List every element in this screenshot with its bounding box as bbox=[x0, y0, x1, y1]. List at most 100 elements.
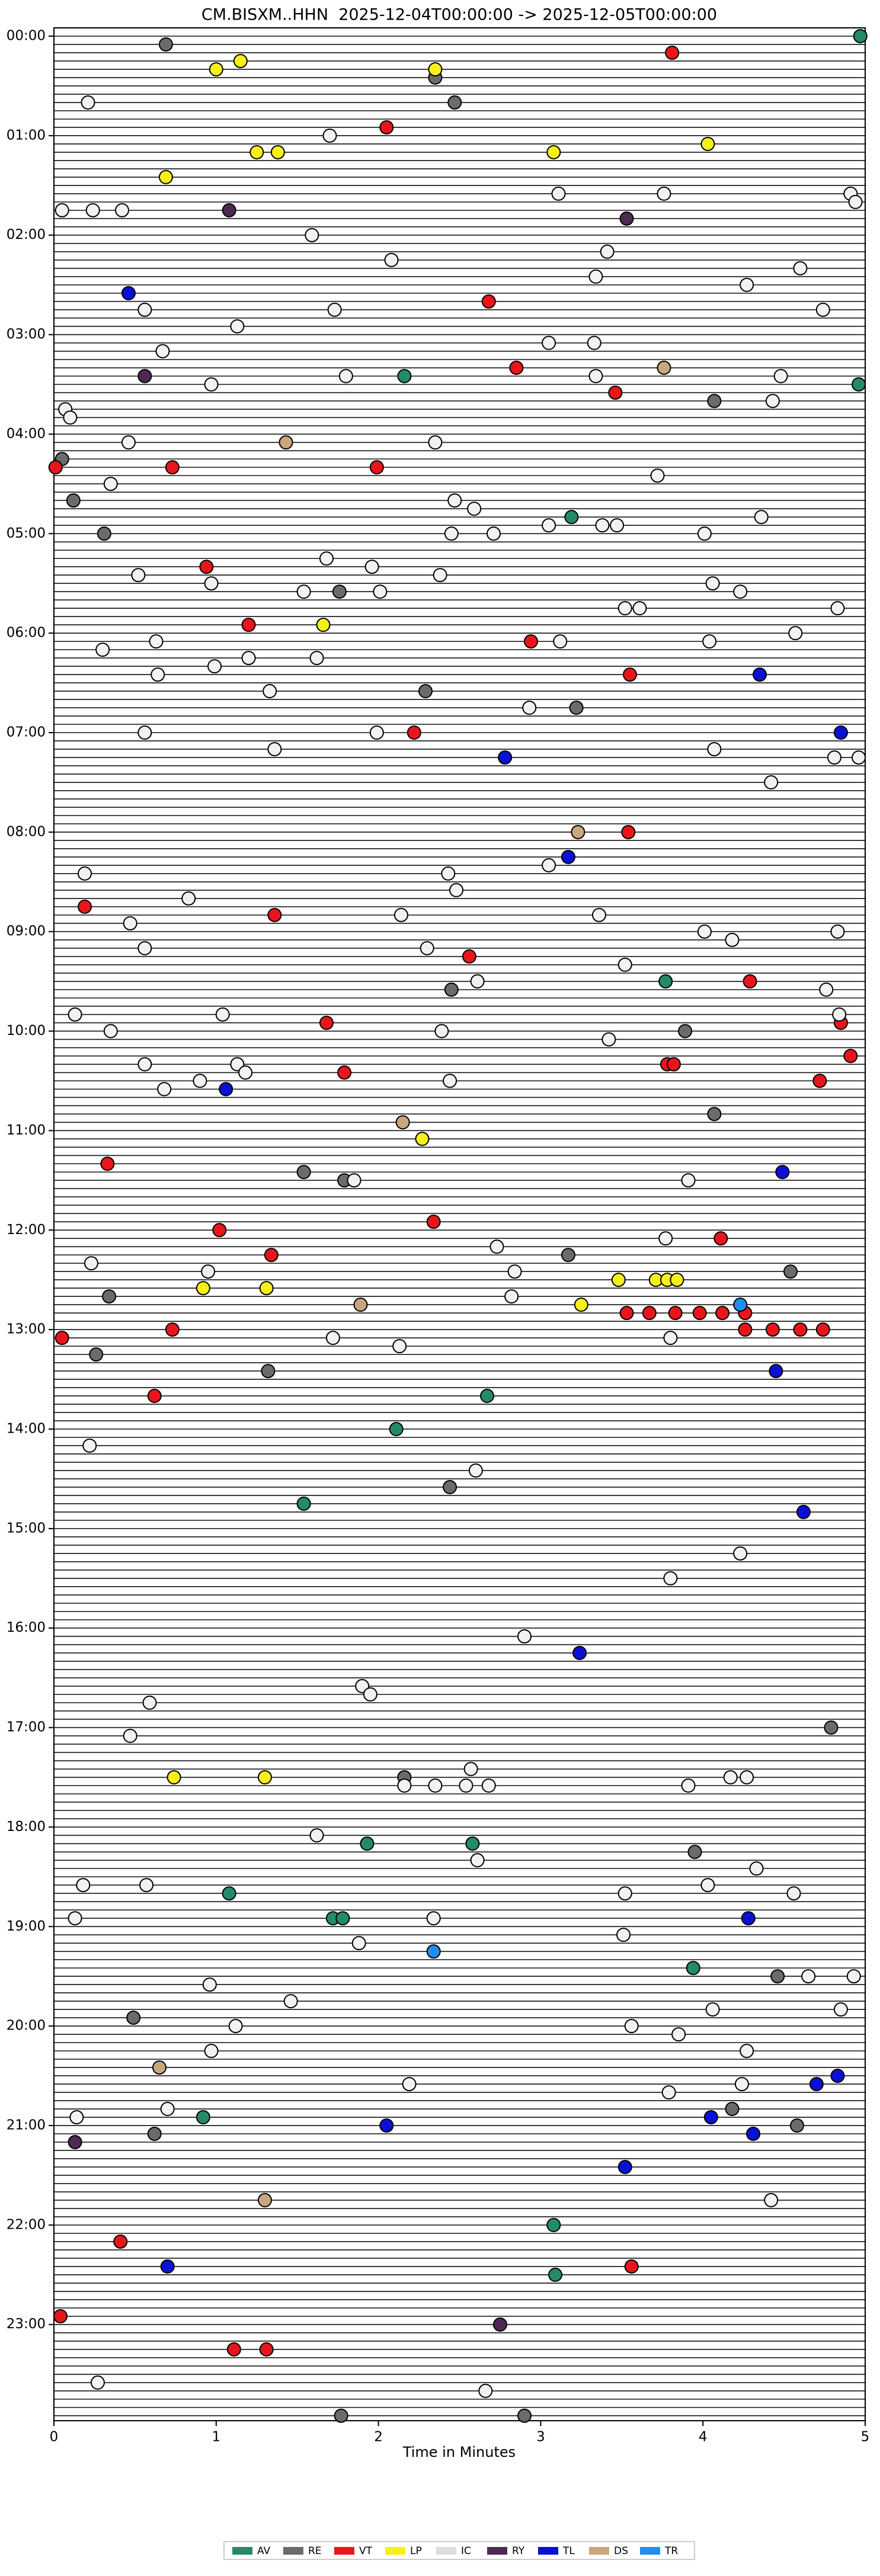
event-marker bbox=[786, 1886, 801, 1901]
event-marker bbox=[815, 1322, 830, 1337]
x-tick-label: 4 bbox=[699, 2430, 708, 2445]
event-marker bbox=[812, 1073, 827, 1088]
event-marker bbox=[123, 1728, 137, 1743]
event-marker bbox=[158, 37, 173, 52]
event-marker bbox=[139, 1878, 154, 1893]
event-marker bbox=[426, 1215, 441, 1229]
series-av bbox=[196, 28, 868, 2282]
event-marker bbox=[827, 750, 841, 765]
event-marker bbox=[616, 1928, 631, 1942]
event-marker bbox=[702, 634, 717, 649]
event-marker bbox=[657, 186, 671, 201]
event-marker bbox=[82, 1438, 97, 1453]
event-marker bbox=[462, 949, 476, 964]
event-marker bbox=[697, 526, 712, 541]
y-tick-label: 15:00 bbox=[7, 1520, 46, 1536]
event-marker bbox=[90, 2375, 105, 2390]
plot-frame bbox=[53, 27, 866, 2421]
event-marker bbox=[89, 1347, 104, 1362]
event-marker bbox=[76, 1878, 91, 1893]
event-marker bbox=[681, 1173, 696, 1188]
event-marker bbox=[259, 2342, 274, 2357]
event-marker bbox=[196, 2110, 210, 2125]
event-marker bbox=[126, 2011, 141, 2025]
y-tick-label: 05:00 bbox=[7, 526, 46, 541]
event-marker bbox=[753, 667, 767, 682]
event-marker bbox=[121, 286, 136, 301]
event-marker bbox=[160, 2259, 175, 2274]
legend-label: VT bbox=[359, 2545, 373, 2557]
event-marker bbox=[542, 858, 556, 872]
event-marker bbox=[632, 601, 647, 616]
event-marker bbox=[157, 1082, 172, 1097]
event-marker bbox=[608, 385, 623, 400]
event-marker bbox=[801, 1969, 816, 1984]
y-tick-label: 12:00 bbox=[7, 1222, 46, 1238]
x-tick-label: 3 bbox=[536, 2430, 545, 2445]
event-marker bbox=[219, 1082, 233, 1097]
event-marker bbox=[257, 1770, 272, 1785]
event-marker bbox=[769, 1364, 783, 1379]
event-marker bbox=[102, 1289, 117, 1304]
event-marker bbox=[420, 941, 434, 955]
event-marker bbox=[222, 1886, 236, 1901]
y-tick-label: 20:00 bbox=[7, 2018, 46, 2034]
event-marker bbox=[53, 2309, 68, 2323]
event-marker bbox=[595, 518, 610, 533]
event-marker bbox=[137, 1057, 152, 1072]
event-marker bbox=[542, 518, 556, 533]
event-marker bbox=[316, 618, 331, 632]
event-marker bbox=[775, 1165, 790, 1180]
event-marker bbox=[305, 228, 319, 242]
event-marker bbox=[81, 95, 95, 110]
event-marker bbox=[373, 584, 388, 599]
y-tick-label: 10:00 bbox=[7, 1023, 46, 1038]
event-marker bbox=[397, 369, 412, 383]
event-marker bbox=[790, 2118, 805, 2133]
event-marker bbox=[241, 618, 256, 632]
event-marker bbox=[848, 194, 863, 209]
y-tick-label: 14:00 bbox=[7, 1421, 46, 1437]
event-marker bbox=[773, 369, 788, 383]
event-marker bbox=[700, 1878, 715, 1893]
event-marker bbox=[481, 294, 496, 309]
event-marker bbox=[571, 824, 585, 839]
y-tick-label: 08:00 bbox=[7, 824, 46, 839]
event-marker bbox=[492, 2317, 507, 2332]
event-marker bbox=[546, 2217, 561, 2232]
event-marker bbox=[123, 916, 137, 931]
event-marker bbox=[705, 576, 720, 591]
legend-label: LP bbox=[410, 2545, 422, 2557]
event-marker bbox=[209, 62, 223, 76]
event-marker bbox=[226, 2342, 241, 2357]
event-marker bbox=[261, 1364, 276, 1379]
event-marker bbox=[723, 1770, 738, 1785]
event-marker bbox=[622, 667, 637, 682]
event-marker bbox=[833, 2002, 848, 2017]
event-marker bbox=[619, 211, 634, 226]
event-marker bbox=[369, 725, 384, 740]
event-marker bbox=[671, 2027, 686, 2042]
event-marker bbox=[407, 725, 421, 740]
event-marker bbox=[379, 120, 394, 135]
event-marker bbox=[574, 1297, 588, 1312]
event-marker bbox=[569, 701, 584, 715]
event-marker bbox=[658, 974, 673, 989]
y-tick-label: 07:00 bbox=[7, 724, 46, 740]
event-marker bbox=[296, 1496, 311, 1511]
legend-label: IC bbox=[461, 2545, 471, 2557]
event-marker bbox=[793, 261, 808, 276]
legend-label: AV bbox=[257, 2545, 271, 2557]
event-marker bbox=[705, 2002, 720, 2017]
event-marker bbox=[55, 203, 69, 218]
event-marker bbox=[241, 651, 256, 666]
event-marker bbox=[725, 2102, 740, 2117]
event-marker bbox=[230, 319, 245, 334]
y-tick-label: 18:00 bbox=[7, 1819, 46, 1834]
event-marker bbox=[468, 1463, 483, 1478]
event-marker bbox=[84, 1256, 98, 1271]
event-marker bbox=[270, 145, 285, 159]
event-marker bbox=[713, 1231, 728, 1246]
event-marker bbox=[467, 501, 482, 516]
